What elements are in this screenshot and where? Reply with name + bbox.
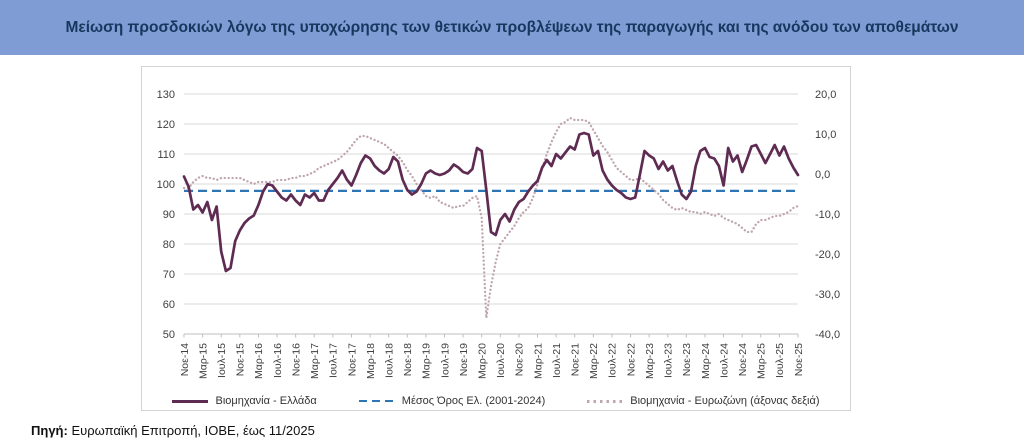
source-label: Πηγή: — [31, 423, 68, 438]
x-axis-tick-label: Ιουλ-24 — [718, 343, 730, 378]
legend-item-eurozone: Βιομηχανία - Ευρωζώνη (άξονας δεξιά) — [587, 395, 820, 407]
legend-swatch-mean-line — [358, 399, 395, 403]
left-axis-tick-label: 90 — [163, 209, 175, 221]
x-axis-tick-label: Ιουλ-22 — [607, 343, 619, 378]
right-axis-tick-label: 20,0 — [815, 89, 836, 101]
series-eurozone-line — [182, 116, 800, 320]
legend-swatch-eurozone-line — [587, 399, 624, 403]
chart-svg: 130 120 110 100 90 80 70 60 50 20,0 10,0 0,0 -10,0 -2… — [157, 89, 840, 379]
x-axis-tick-label: Μαρ-23 — [644, 343, 656, 379]
left-axis-tick-label: 80 — [163, 239, 175, 251]
legend-item-mean: Μέσος Όρος Ελ. (2001-2024) — [358, 395, 546, 407]
left-axis-tick-label: 50 — [163, 329, 175, 341]
x-axis-tick-label: Νοε-25 — [793, 343, 805, 376]
left-axis-tick-label: 120 — [157, 119, 175, 131]
source-text: Ευρωπαϊκή Επιτροπή, ΙΟΒΕ, έως 11/2025 — [67, 423, 315, 438]
legend-item-greece: Βιομηχανία - Ελλάδα — [172, 395, 317, 407]
x-axis-tick-label: Μαρ-22 — [588, 343, 600, 379]
x-axis-tick-label: Νοε-16 — [290, 343, 302, 376]
right-axis-tick-label: 10,0 — [815, 129, 836, 141]
left-axis-tick-label: 60 — [163, 299, 175, 311]
x-axis-tick-label: Νοε-20 — [514, 343, 526, 376]
x-axis-tick-label: Νοε-23 — [681, 343, 693, 376]
x-axis-tick-label: Νοε-18 — [402, 343, 414, 376]
x-axis-tick-label: Νοε-21 — [570, 343, 582, 376]
series-greece-line — [182, 131, 800, 273]
legend-label-mean: Μέσος Όρος Ελ. (2001-2024) — [401, 395, 546, 407]
chart-card: 130 120 110 100 90 80 70 60 50 20,0 10,0 0,0 -10,0 -2… — [141, 66, 851, 411]
x-axis-tick-label: Μαρ-15 — [197, 343, 209, 379]
legend-label-eurozone: Βιομηχανία - Ευρωζώνη (άξονας δεξιά) — [630, 395, 820, 407]
left-axis-tick-label: 70 — [163, 269, 175, 281]
left-axis-tick-label: 130 — [157, 89, 175, 101]
x-axis-tick-label: Μαρ-24 — [700, 343, 712, 379]
x-axis-tick-label: Ιουλ-17 — [328, 343, 340, 378]
x-axis-tick-label: Μαρ-17 — [309, 343, 321, 379]
x-axis-tick-label: Ιουλ-16 — [272, 343, 284, 378]
x-axis-tick-label: Ιουλ-21 — [551, 343, 563, 378]
x-axis-tick-label: Ιουλ-23 — [663, 343, 675, 378]
x-axis-tick-label: Νοε-19 — [458, 343, 470, 376]
legend-label-greece: Βιομηχανία - Ελλάδα — [215, 395, 317, 407]
legend: Βιομηχανία - Ελλάδα Μέσος Όρος Ελ. (2001… — [142, 395, 850, 407]
x-axis-tick-label: Μαρ-18 — [365, 343, 377, 379]
x-axis-tick-label: Νοε-15 — [235, 343, 247, 376]
right-axis-tick-label: 0,0 — [815, 169, 830, 181]
x-axis-tick-label: Ιουλ-15 — [216, 343, 228, 378]
x-axis-tick-label: Μαρ-16 — [253, 343, 265, 379]
x-axis-tick-label: Ιουλ-18 — [383, 343, 395, 378]
left-axis-tick-label: 100 — [157, 179, 175, 191]
x-axis-tick-label: Νοε-17 — [346, 343, 358, 376]
x-axis-tick-label: Νοε-24 — [737, 343, 749, 376]
right-axis-tick-label: -40,0 — [815, 329, 840, 341]
x-axis-tick-label: Ιουλ-20 — [495, 343, 507, 378]
right-axis-tick-label: -30,0 — [815, 289, 840, 301]
title-banner: Μείωση προσδοκιών λόγω της υποχώρησης τω… — [0, 0, 1024, 55]
x-axis-tick-label: Νοε-14 — [179, 343, 191, 376]
x-axis-tick-label: Μαρ-20 — [476, 343, 488, 379]
right-axis-tick-label: -10,0 — [815, 209, 840, 221]
x-axis-tick-label: Μαρ-19 — [421, 343, 433, 379]
source-note: Πηγή: Ευρωπαϊκή Επιτροπή, ΙΟΒΕ, έως 11/2… — [31, 423, 315, 438]
legend-swatch-greece-line — [172, 399, 209, 403]
x-axis-tick-label: Ιουλ-25 — [774, 343, 786, 378]
x-axis-tick-label: Νοε-22 — [625, 343, 637, 376]
chart-title: Μείωση προσδοκιών λόγω της υποχώρησης τω… — [65, 19, 959, 36]
right-axis-tick-label: -20,0 — [815, 249, 840, 261]
x-axis-tick-label: Μαρ-25 — [756, 343, 768, 379]
x-axis-tick-label: Ιουλ-19 — [439, 343, 451, 378]
left-axis-tick-label: 110 — [157, 149, 175, 161]
x-axis-tick-label: Μαρ-21 — [532, 343, 544, 379]
